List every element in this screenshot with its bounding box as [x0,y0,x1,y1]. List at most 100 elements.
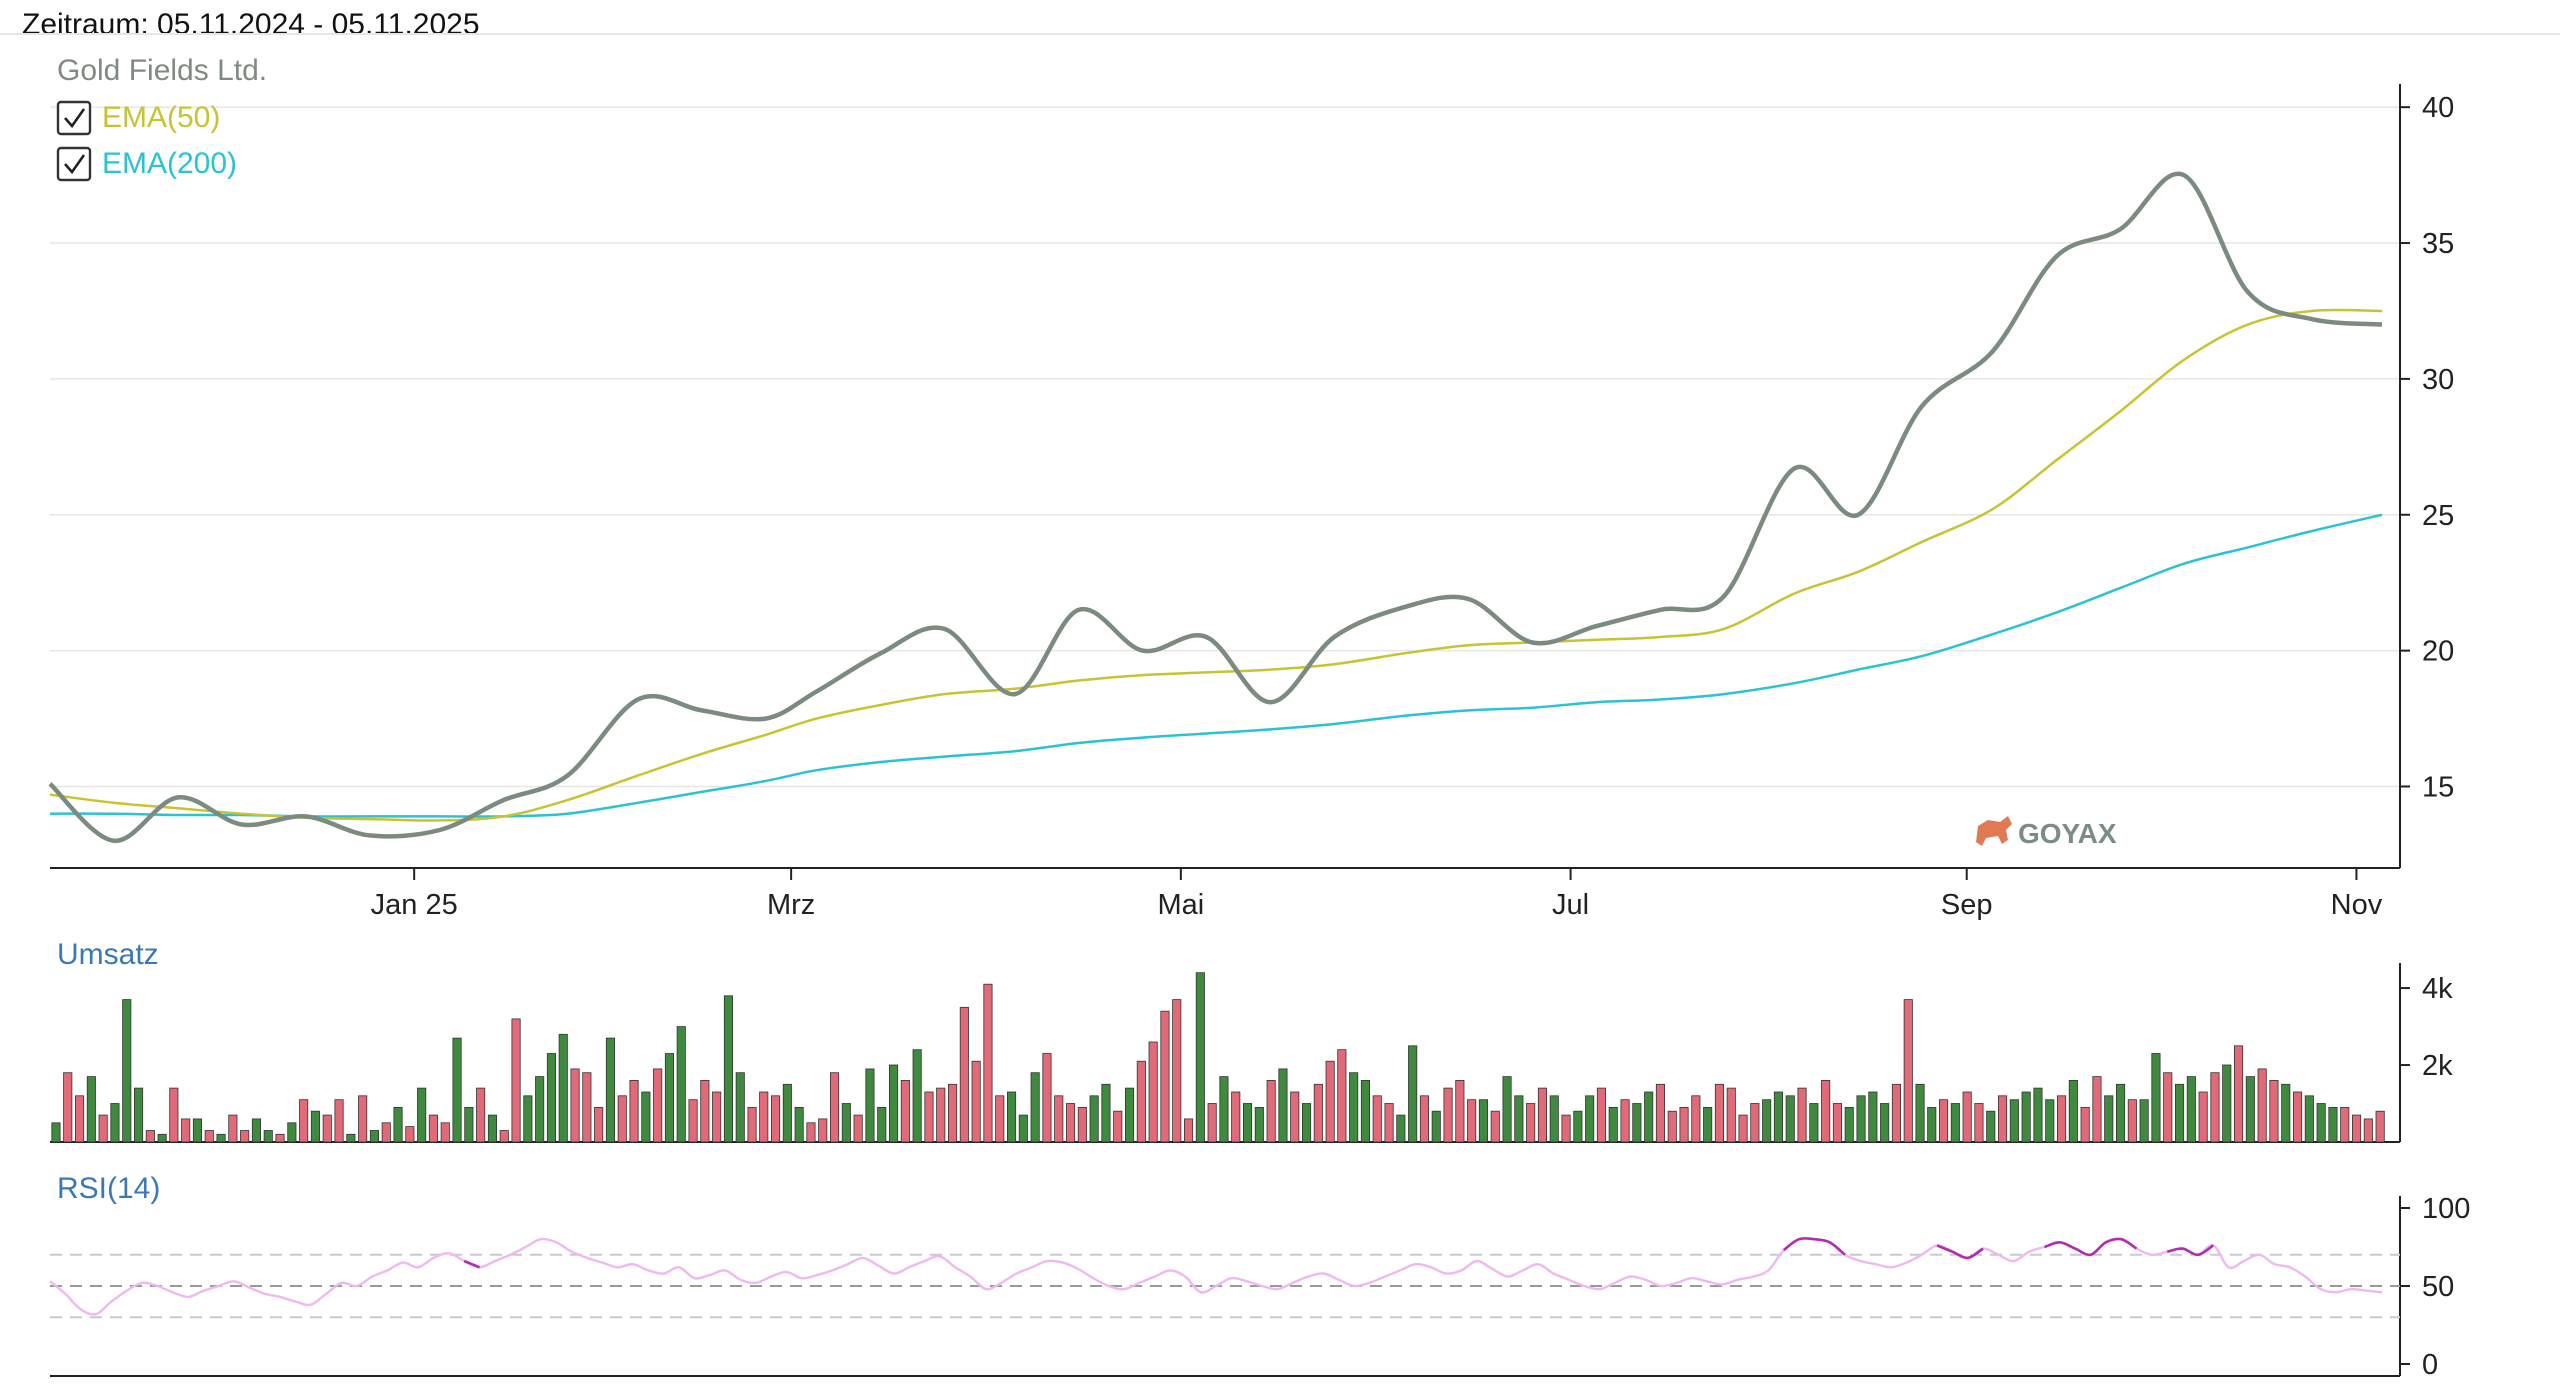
volume-bar [1326,1061,1334,1142]
volume-bar [1409,1046,1417,1142]
volume-bar [2034,1088,2042,1142]
volume-bar [252,1119,260,1142]
volume-tick-label: 4k [2422,973,2453,1005]
volume-bar [1786,1096,1794,1142]
volume-bar [347,1134,355,1142]
volume-bar [406,1127,414,1142]
volume-bar [1574,1111,1582,1142]
volume-bar [1350,1073,1358,1142]
volume-bar [866,1069,874,1142]
volume-bar [2317,1104,2325,1143]
volume-bar [2128,1100,2136,1142]
volume-bar [429,1115,437,1142]
period-label: Zeitraum: 05.11.2024 - 05.11.2025 [22,8,480,41]
volume-bar [1397,1115,1405,1142]
volume-bar [1975,1104,1983,1143]
volume-bar [736,1073,744,1142]
volume-bar [64,1073,72,1142]
volume-bar [1597,1088,1605,1142]
rsi-tick-label: 100 [2422,1193,2470,1225]
volume-bar [2364,1119,2372,1142]
volume-bar [1291,1092,1299,1142]
volume-panel-title: Umsatz [57,938,159,971]
volume-bar [2081,1107,2089,1142]
volume-bar [193,1119,201,1142]
volume-bar [1114,1111,1122,1142]
volume-bar [323,1115,331,1142]
volume-bar [1019,1115,1027,1142]
volume-bar [335,1100,343,1142]
volume-bar [87,1077,95,1142]
volume-bar [1763,1100,1771,1142]
volume-bar [1196,973,1204,1142]
volume-bar [217,1134,225,1142]
volume-bar [972,1061,980,1142]
volume-bar [2175,1084,2183,1142]
volume-bar [1267,1080,1275,1142]
volume-bar [677,1027,685,1142]
volume-bar [2057,1096,2065,1142]
volume-bar [2305,1096,2313,1142]
volume-bar [524,1096,532,1142]
legend-ema50[interactable]: EMA(50) [58,101,220,134]
volume-bar [618,1096,626,1142]
volume-bar [2211,1073,2219,1142]
volume-bar [182,1119,190,1142]
watermark-text: GOYAX [2018,818,2117,849]
rsi-tick-label: 0 [2422,1349,2438,1381]
ema200-line [50,515,2382,817]
volume-bar [1668,1111,1676,1142]
volume-bar [724,996,732,1142]
volume-bar [536,1077,544,1142]
volume-bar [382,1123,390,1142]
volume-bar [1904,1000,1912,1142]
ema50-line [50,310,2382,821]
rsi-overbought-segment [2167,1245,2213,1254]
volume-bar [1987,1111,1995,1142]
volume-bar [359,1096,367,1142]
volume-bar [75,1096,83,1142]
legend-ema50-checkbox[interactable] [58,102,90,134]
volume-bar [276,1134,284,1142]
volume-bar [1939,1100,1947,1142]
volume-bar [654,1069,662,1142]
volume-bar [1173,1000,1181,1142]
volume-bar [925,1092,933,1142]
volume-bar [1715,1084,1723,1142]
legend-ema200[interactable]: EMA(200) [58,147,237,180]
volume-bar [1692,1096,1700,1142]
volume-tick-label: 2k [2422,1050,2453,1082]
volume-bar [854,1115,862,1142]
volume-bar [795,1107,803,1142]
volume-bar [111,1104,119,1143]
volume-bar [2069,1080,2077,1142]
volume-bar [2223,1065,2231,1142]
price-tick-label: 30 [2422,364,2454,396]
volume-bar [901,1080,909,1142]
volume-bar [1479,1100,1487,1142]
volume-bar [713,1092,721,1142]
volume-bar [1078,1107,1086,1142]
price-chart-title: Gold Fields Ltd. [57,54,267,87]
volume-bar [2270,1080,2278,1142]
volume-bar [984,984,992,1142]
volume-bar [1810,1104,1818,1143]
volume-bar [819,1119,827,1142]
volume-bar [1232,1092,1240,1142]
volume-bar [1385,1104,1393,1143]
volume-bar [488,1115,496,1142]
volume-bar [1751,1104,1759,1143]
x-tick-label: Jul [1552,889,1589,921]
volume-bar [2105,1096,2113,1142]
legend-ema200-checkbox[interactable] [58,148,90,180]
volume-bar [807,1123,815,1142]
volume-bar [606,1038,614,1142]
volume-bar [1704,1107,1712,1142]
volume-bar [1892,1084,1900,1142]
volume-bar [1621,1100,1629,1142]
